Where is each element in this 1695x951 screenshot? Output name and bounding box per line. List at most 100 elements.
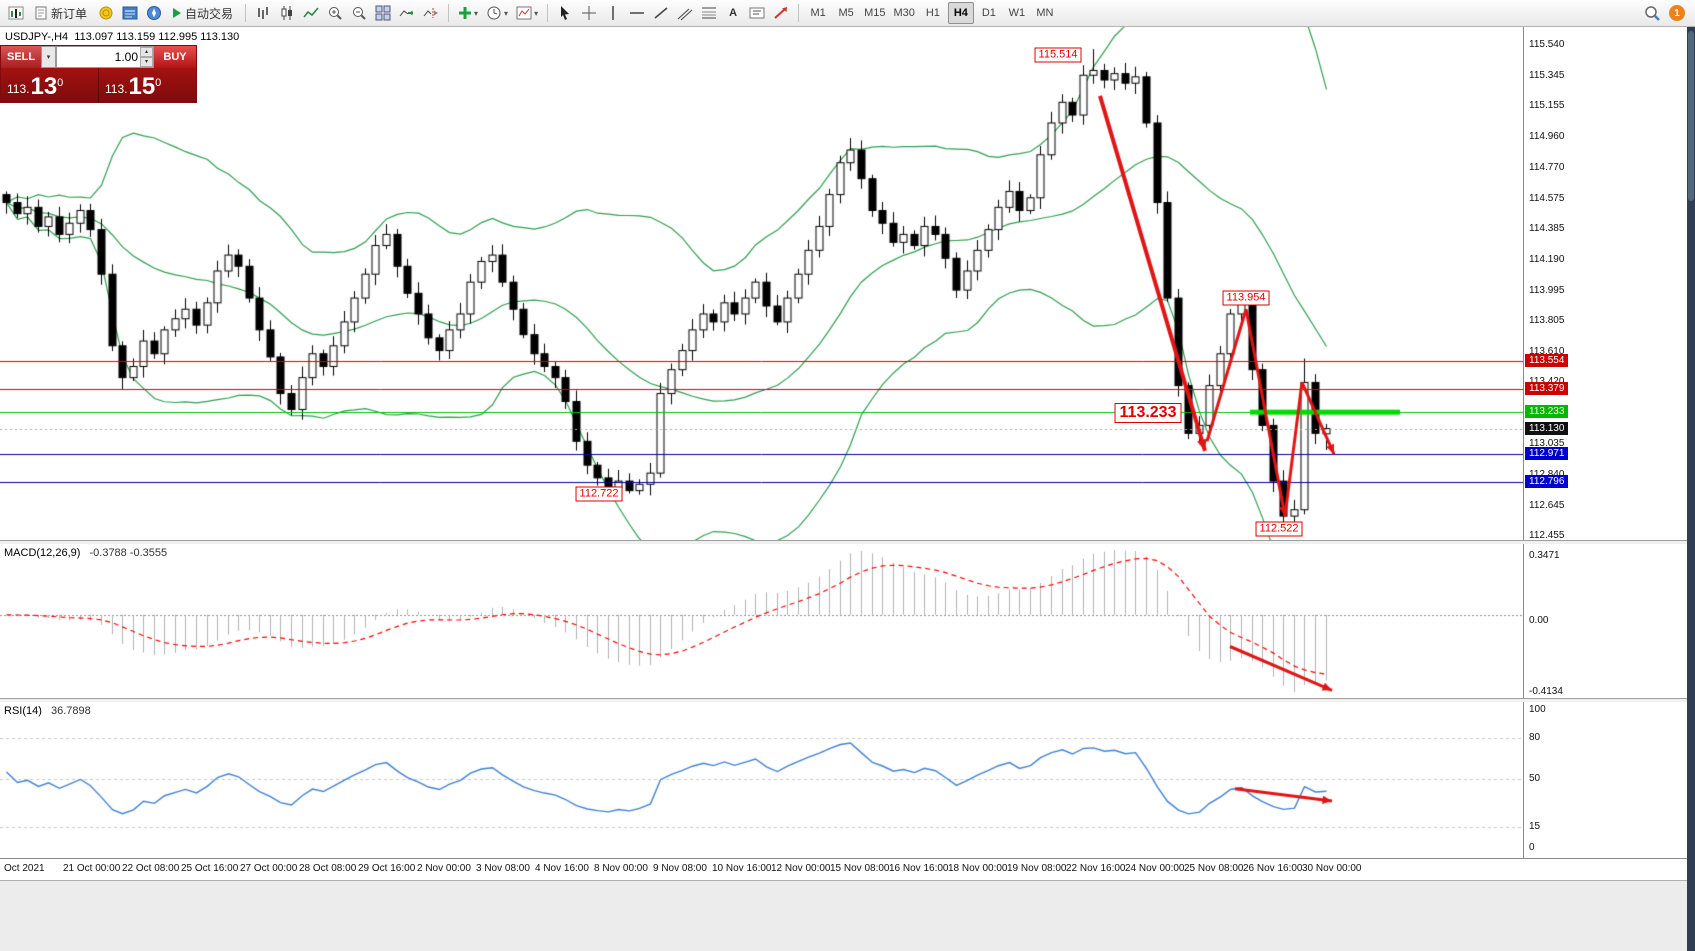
time-axis-label: 25 Nov 08:00 bbox=[1184, 863, 1244, 874]
volume-increase-button[interactable]: ▴ bbox=[140, 47, 153, 57]
price-axis-label: 113.420 bbox=[1529, 376, 1564, 387]
time-axis-label: 3 Nov 08:00 bbox=[476, 863, 530, 874]
chart-shift-icon[interactable] bbox=[420, 2, 442, 24]
toolbar-separator bbox=[245, 4, 247, 22]
time-axis-label: 28 Oct 08:00 bbox=[299, 863, 357, 874]
macd-label: MACD(12,26,9) -0.3788 -0.3555 bbox=[4, 547, 167, 559]
new-chart-icon[interactable] bbox=[5, 2, 27, 24]
toolbar-separator bbox=[798, 4, 800, 22]
scrollbar-thumb[interactable] bbox=[1688, 31, 1694, 201]
fibonacci-icon[interactable] bbox=[698, 2, 720, 24]
zoom-in-icon[interactable] bbox=[324, 2, 346, 24]
toolbar-separator bbox=[448, 4, 450, 22]
buy-button[interactable]: BUY bbox=[154, 46, 196, 68]
symbol-period-label: USDJPY-,H4 bbox=[5, 31, 69, 43]
buy-price-sup: 0 bbox=[155, 77, 162, 89]
price-axis-label: 114.575 bbox=[1529, 192, 1565, 204]
crosshair-icon[interactable] bbox=[578, 2, 600, 24]
sell-button[interactable]: SELL bbox=[1, 46, 41, 68]
price-annotation[interactable]: 115.514 bbox=[1034, 47, 1082, 63]
play-icon bbox=[173, 8, 182, 18]
timeframe-m1-button[interactable]: M1 bbox=[805, 2, 831, 24]
price-axis-label: 112.645 bbox=[1529, 499, 1565, 511]
price-annotation[interactable]: 112.722 bbox=[575, 486, 623, 502]
letter-a-glyph: A bbox=[729, 7, 738, 19]
rsi-name: RSI(14) bbox=[4, 705, 42, 717]
bottom-filler bbox=[0, 880, 1695, 951]
price-axis-label: 115.155 bbox=[1529, 100, 1565, 112]
horizontal-line-icon[interactable] bbox=[626, 2, 648, 24]
indicators-icon[interactable]: ▾ bbox=[455, 2, 481, 24]
line-chart-icon[interactable] bbox=[300, 2, 322, 24]
text-icon[interactable]: A bbox=[722, 2, 744, 24]
timeframe-m30-button[interactable]: M30 bbox=[890, 2, 917, 24]
data-window-icon[interactable] bbox=[119, 2, 141, 24]
timeframe-h1-button[interactable]: H1 bbox=[920, 2, 946, 24]
macd-axis-label: 0.3471 bbox=[1529, 550, 1560, 562]
auto-trading-button[interactable]: 自动交易 bbox=[167, 2, 239, 24]
search-icon[interactable] bbox=[1640, 2, 1664, 24]
cursor-icon[interactable] bbox=[554, 2, 576, 24]
chevron-down-icon: ▾ bbox=[534, 8, 539, 18]
macd-canvas[interactable] bbox=[0, 544, 1523, 698]
volume-dropdown-button[interactable]: ▾ bbox=[41, 46, 56, 68]
sell-price-prefix: 113. bbox=[7, 82, 30, 96]
market-watch-icon[interactable] bbox=[95, 2, 117, 24]
price-annotation[interactable]: 113.954 bbox=[1222, 290, 1270, 306]
rsi-axis: 100 80 50 15 0 bbox=[1523, 702, 1688, 858]
time-axis-label: 19 Nov 08:00 bbox=[1007, 863, 1067, 874]
timeframe-h4-button[interactable]: H4 bbox=[947, 2, 974, 24]
timeframe-mn-button[interactable]: MN bbox=[1032, 2, 1058, 24]
timeframe-m5-button[interactable]: M5 bbox=[833, 2, 859, 24]
candlestick-chart-icon[interactable] bbox=[276, 2, 298, 24]
order-doc-icon bbox=[35, 6, 47, 20]
rsi-canvas[interactable] bbox=[0, 702, 1523, 858]
arrow-objects-icon[interactable] bbox=[770, 2, 792, 24]
main-chart-canvas[interactable] bbox=[0, 27, 1523, 540]
auto-scroll-icon[interactable] bbox=[396, 2, 418, 24]
timeframe-m15-button[interactable]: M15 bbox=[861, 2, 888, 24]
vertical-line-icon[interactable] bbox=[602, 2, 624, 24]
rsi-label: RSI(14) 36.7898 bbox=[4, 705, 91, 717]
sell-price[interactable]: 113. 13 0 bbox=[1, 68, 98, 102]
buy-price-prefix: 113. bbox=[105, 82, 128, 96]
price-axis: 115.540 115.345 115.155 114.960 114.770 114.5… bbox=[1523, 27, 1688, 540]
volume-field: ▴ ▾ bbox=[56, 46, 154, 68]
sell-price-sup: 0 bbox=[57, 77, 64, 89]
periods-icon[interactable]: ▾ bbox=[483, 2, 511, 24]
price-axis-label: 113.610 bbox=[1529, 346, 1565, 358]
text-label-icon[interactable] bbox=[746, 2, 768, 24]
vertical-scrollbar[interactable] bbox=[1687, 27, 1695, 951]
time-axis-label: 15 Nov 08:00 bbox=[830, 863, 890, 874]
timeframe-w1-button[interactable]: W1 bbox=[1004, 2, 1030, 24]
templates-icon[interactable]: ▾ bbox=[513, 2, 541, 24]
volume-input[interactable] bbox=[57, 47, 140, 67]
bar-chart-icon[interactable] bbox=[252, 2, 274, 24]
navigator-icon[interactable] bbox=[143, 2, 165, 24]
price-axis-label: 113.995 bbox=[1529, 284, 1565, 296]
channel-icon[interactable] bbox=[674, 2, 696, 24]
tile-windows-icon[interactable] bbox=[372, 2, 394, 24]
zoom-out-icon[interactable] bbox=[348, 2, 370, 24]
price-tag: 112.796 bbox=[1525, 474, 1569, 488]
rsi-pane: RSI(14) 36.7898 100 80 50 15 0 bbox=[0, 702, 1695, 858]
macd-name: MACD(12,26,9) bbox=[4, 547, 81, 559]
buy-price[interactable]: 113. 15 0 bbox=[98, 68, 196, 102]
notification-badge[interactable]: 1 bbox=[1669, 5, 1685, 21]
volume-decrease-button[interactable]: ▾ bbox=[140, 57, 153, 67]
time-axis-label: 2 Nov 00:00 bbox=[417, 863, 471, 874]
time-axis-label: 16 Nov 16:00 bbox=[889, 863, 949, 874]
pane-divider[interactable] bbox=[0, 698, 1695, 702]
time-axis-label: 22 Nov 16:00 bbox=[1066, 863, 1126, 874]
timeframe-d1-button[interactable]: D1 bbox=[976, 2, 1002, 24]
trendline-icon[interactable] bbox=[650, 2, 672, 24]
pane-divider[interactable] bbox=[0, 540, 1695, 544]
new-order-button[interactable]: 新订单 bbox=[29, 2, 93, 24]
auto-trading-label: 自动交易 bbox=[185, 6, 234, 21]
price-axis-label: 114.770 bbox=[1529, 161, 1565, 173]
time-axis-label: 21 Oct 00:00 bbox=[63, 863, 121, 874]
price-annotation[interactable]: 112.522 bbox=[1255, 521, 1303, 537]
price-axis-label: 114.385 bbox=[1529, 222, 1565, 234]
price-annotation[interactable]: 113.233 bbox=[1114, 403, 1182, 424]
time-axis-label: 10 Nov 16:00 bbox=[712, 863, 772, 874]
